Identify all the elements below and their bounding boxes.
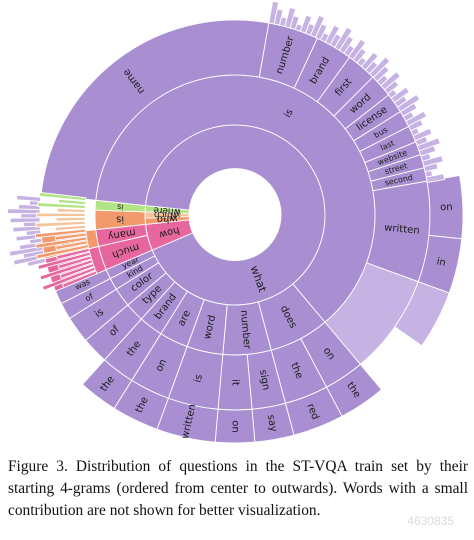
small-slice	[34, 228, 87, 239]
small-slice	[57, 255, 93, 270]
small-slice	[16, 194, 42, 202]
word-label: is	[117, 202, 124, 211]
small-slice	[41, 266, 97, 291]
word-label: on	[154, 357, 169, 373]
word-label: number	[238, 310, 252, 351]
word-label: is	[116, 213, 124, 224]
small-slice	[59, 263, 95, 279]
small-slice	[55, 240, 89, 251]
ring2-segment	[94, 199, 146, 213]
small-slice	[36, 212, 86, 218]
word-label: who	[157, 213, 178, 225]
small-slice	[54, 232, 87, 241]
ring4-segment	[81, 359, 133, 409]
word-label: in	[435, 256, 446, 269]
word-label: how	[158, 224, 181, 240]
small-slice	[39, 259, 94, 281]
small-slice	[37, 202, 86, 209]
small-slice	[38, 191, 87, 202]
small-slice	[56, 247, 91, 260]
ring4-segment	[394, 281, 450, 347]
small-slice	[35, 244, 90, 260]
word-label: on	[230, 420, 241, 432]
word-label: word	[202, 314, 218, 340]
small-slice	[55, 216, 86, 222]
word-label: written	[384, 223, 420, 237]
figure-caption: Figure 3. Distribution of questions in t…	[8, 458, 468, 519]
small-slice	[35, 220, 86, 228]
sunburst-figure: what how who which where is does number word are b…	[7, 0, 464, 444]
word-label: on	[440, 202, 453, 213]
word-label: sign	[257, 369, 271, 391]
word-label: many	[107, 226, 137, 242]
small-slice	[35, 236, 88, 249]
word-label: where	[153, 204, 182, 216]
small-slice	[54, 224, 87, 232]
word-label: which	[154, 209, 180, 219]
small-slice	[57, 198, 87, 206]
small-slice	[61, 270, 98, 289]
word-label: is	[192, 373, 204, 383]
word-label: it	[230, 379, 241, 386]
small-slice	[37, 251, 92, 270]
word-label: of	[84, 292, 95, 304]
sunburst-chart: whathowwhowhichwhereisdoesnumberwordareb…	[7, 0, 464, 444]
watermark: 4630835	[407, 514, 454, 528]
small-slice	[425, 173, 446, 183]
small-slice	[9, 217, 41, 224]
small-slice	[56, 208, 86, 213]
word-label: say	[265, 414, 279, 433]
